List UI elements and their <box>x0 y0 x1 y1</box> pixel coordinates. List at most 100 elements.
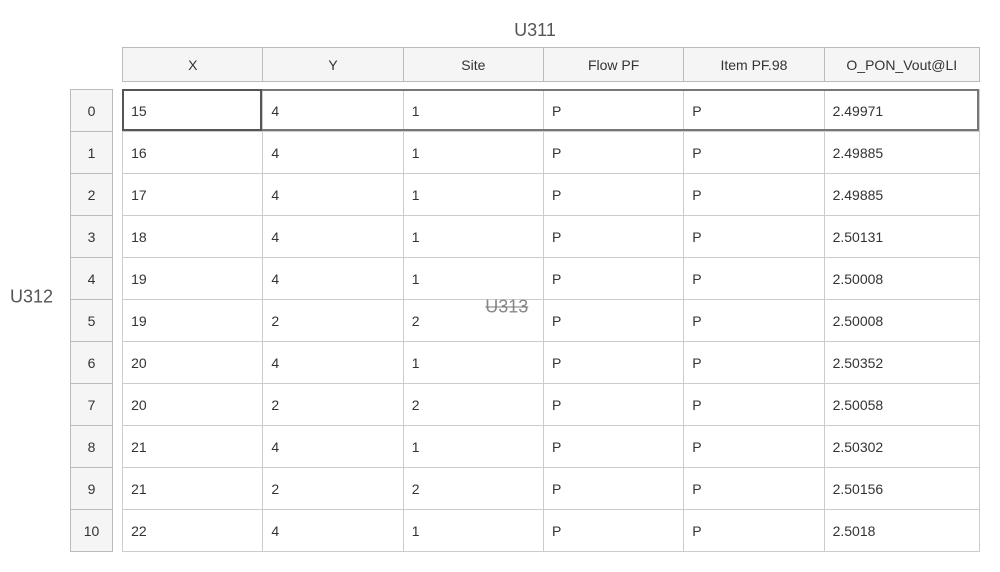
col-header-site[interactable]: Site <box>403 48 543 82</box>
table-cell[interactable]: 4 <box>263 258 403 300</box>
table-row[interactable]: 11641PP2.49885 <box>71 132 980 174</box>
row-number[interactable]: 1 <box>71 132 113 174</box>
table-cell[interactable]: P <box>684 258 824 300</box>
row-number[interactable]: 4 <box>71 258 113 300</box>
table-cell[interactable]: 2 <box>403 384 543 426</box>
table-cell[interactable]: P <box>543 426 683 468</box>
row-gap <box>113 510 123 552</box>
table-cell[interactable]: 4 <box>263 342 403 384</box>
table-cell[interactable]: 4 <box>263 216 403 258</box>
table-cell[interactable]: P <box>543 510 683 552</box>
table-cell[interactable]: 2.50008 <box>824 300 979 342</box>
table-cell[interactable]: 2.49885 <box>824 132 979 174</box>
table-cell[interactable]: 22 <box>123 510 263 552</box>
table-cell[interactable]: 2.50058 <box>824 384 979 426</box>
table-cell[interactable]: 4 <box>263 90 403 132</box>
table-cell[interactable]: 1 <box>403 510 543 552</box>
table-cell[interactable]: 2.50352 <box>824 342 979 384</box>
table-cell[interactable]: 1 <box>403 258 543 300</box>
table-cell[interactable]: 19 <box>123 258 263 300</box>
table-cell[interactable]: 2 <box>403 300 543 342</box>
row-number[interactable]: 5 <box>71 300 113 342</box>
table-cell[interactable]: 18 <box>123 216 263 258</box>
table-cell[interactable]: P <box>543 342 683 384</box>
table-cell[interactable]: 1 <box>403 132 543 174</box>
table-cell[interactable]: 4 <box>263 174 403 216</box>
table-cell[interactable]: 15 <box>123 90 263 132</box>
table-cell[interactable]: P <box>684 426 824 468</box>
table-cell[interactable]: 4 <box>263 426 403 468</box>
table-cell[interactable]: 2.50131 <box>824 216 979 258</box>
row-number[interactable]: 10 <box>71 510 113 552</box>
table-cell[interactable]: 1 <box>403 216 543 258</box>
table-cell[interactable]: 20 <box>123 342 263 384</box>
table-cell[interactable]: P <box>684 132 824 174</box>
table-cell[interactable]: 20 <box>123 384 263 426</box>
table-cell[interactable]: 2.50156 <box>824 468 979 510</box>
table-cell[interactable]: 2.5018 <box>824 510 979 552</box>
table-cell[interactable]: 4 <box>263 132 403 174</box>
table-cell[interactable]: 1 <box>403 90 543 132</box>
table-cell[interactable]: P <box>543 174 683 216</box>
row-gap <box>113 174 123 216</box>
table-cell[interactable]: P <box>684 216 824 258</box>
table-cell[interactable]: 2 <box>263 300 403 342</box>
table-row[interactable]: 62041PP2.50352 <box>71 342 980 384</box>
table-cell[interactable]: 16 <box>123 132 263 174</box>
table-cell[interactable]: 2.50302 <box>824 426 979 468</box>
table-cell[interactable]: 4 <box>263 510 403 552</box>
table-cell[interactable]: P <box>684 90 824 132</box>
table-cell[interactable]: 2.49971 <box>824 90 979 132</box>
table-cell[interactable]: 2.49885 <box>824 174 979 216</box>
col-header-y[interactable]: Y <box>263 48 403 82</box>
table-cell[interactable]: P <box>543 132 683 174</box>
table-wrapper: U311 U312 U313 X Y Site Flow PF Item PF.… <box>20 20 980 552</box>
col-header-flow-pf[interactable]: Flow PF <box>543 48 683 82</box>
table-cell[interactable]: P <box>543 468 683 510</box>
row-number[interactable]: 9 <box>71 468 113 510</box>
col-header-item-pf[interactable]: Item PF.98 <box>684 48 824 82</box>
table-cell[interactable]: P <box>543 90 683 132</box>
table-row[interactable]: 102241PP2.5018 <box>71 510 980 552</box>
table-cell[interactable]: 1 <box>403 426 543 468</box>
table-row[interactable]: 92122PP2.50156 <box>71 468 980 510</box>
table-cell[interactable]: 1 <box>403 174 543 216</box>
table-row[interactable]: 01541PP2.49971 <box>71 90 980 132</box>
table-row[interactable]: 41941PP2.50008 <box>71 258 980 300</box>
table-cell[interactable]: 17 <box>123 174 263 216</box>
row-number[interactable]: 2 <box>71 174 113 216</box>
table-cell[interactable]: P <box>684 342 824 384</box>
table-cell[interactable]: 2.50008 <box>824 258 979 300</box>
table-cell[interactable]: P <box>543 384 683 426</box>
row-number[interactable]: 7 <box>71 384 113 426</box>
table-row[interactable]: 82141PP2.50302 <box>71 426 980 468</box>
table-cell[interactable]: P <box>543 258 683 300</box>
row-number[interactable]: 6 <box>71 342 113 384</box>
row-number[interactable]: 8 <box>71 426 113 468</box>
table-cell[interactable]: 19 <box>123 300 263 342</box>
table-row[interactable]: 31841PP2.50131 <box>71 216 980 258</box>
data-table[interactable]: X Y Site Flow PF Item PF.98 O_PON_Vout@L… <box>70 47 980 552</box>
label-u312: U312 <box>10 286 53 307</box>
table-cell[interactable]: P <box>684 300 824 342</box>
table-cell[interactable]: P <box>684 468 824 510</box>
table-cell[interactable]: 21 <box>123 426 263 468</box>
col-header-x[interactable]: X <box>123 48 263 82</box>
table-cell[interactable]: P <box>684 510 824 552</box>
table-cell[interactable]: 2 <box>263 468 403 510</box>
col-header-vout[interactable]: O_PON_Vout@LI <box>824 48 979 82</box>
table-cell[interactable]: P <box>543 300 683 342</box>
table-cell[interactable]: 2 <box>263 384 403 426</box>
row-number[interactable]: 0 <box>71 90 113 132</box>
table-cell[interactable]: P <box>543 216 683 258</box>
table-cell[interactable]: P <box>684 174 824 216</box>
table-cell[interactable]: 21 <box>123 468 263 510</box>
table-cell[interactable]: P <box>684 384 824 426</box>
table-cell[interactable]: 2 <box>403 468 543 510</box>
table-cell[interactable]: 1 <box>403 342 543 384</box>
table-row[interactable]: 51922PP2.50008 <box>71 300 980 342</box>
row-gap <box>113 132 123 174</box>
row-number[interactable]: 3 <box>71 216 113 258</box>
table-row[interactable]: 72022PP2.50058 <box>71 384 980 426</box>
table-row[interactable]: 21741PP2.49885 <box>71 174 980 216</box>
